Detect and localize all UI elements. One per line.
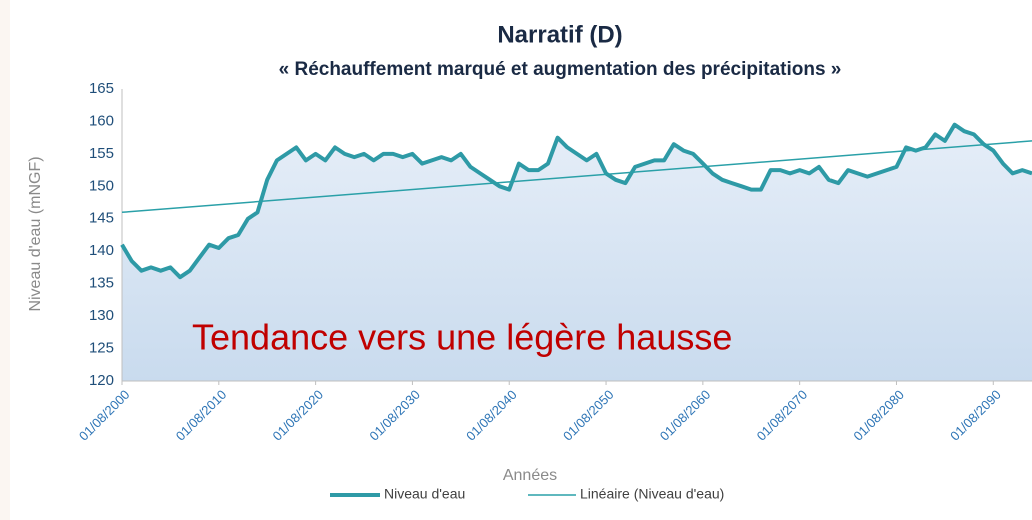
y-tick-label: 150 <box>89 177 114 194</box>
y-tick-label: 145 <box>89 210 114 227</box>
y-tick-label: 130 <box>89 307 114 324</box>
y-tick-label: 120 <box>89 372 114 389</box>
y-tick-label: 125 <box>89 340 114 357</box>
y-tick-label: 140 <box>89 242 114 259</box>
chart-title: Narratif (D) <box>497 21 622 48</box>
annotation: Tendance vers une légère hausse <box>192 317 732 358</box>
y-axis-label: Niveau d'eau (mNGF) <box>27 156 44 311</box>
y-tick-label: 160 <box>89 112 114 129</box>
y-tick-label: 165 <box>89 80 114 97</box>
y-tick-label: 135 <box>89 275 114 292</box>
trend-line <box>121 140 1032 214</box>
area <box>122 124 1032 381</box>
legend-label: Linéaire (Niveau d'eau) <box>580 486 724 502</box>
chart-subtitle: « Réchauffement marqué et augmentation d… <box>279 59 842 80</box>
series-line <box>120 122 1032 280</box>
legend-label: Niveau d'eau <box>384 486 465 502</box>
x-axis-label: Années <box>503 467 557 484</box>
y-tick-label: 155 <box>89 145 114 162</box>
